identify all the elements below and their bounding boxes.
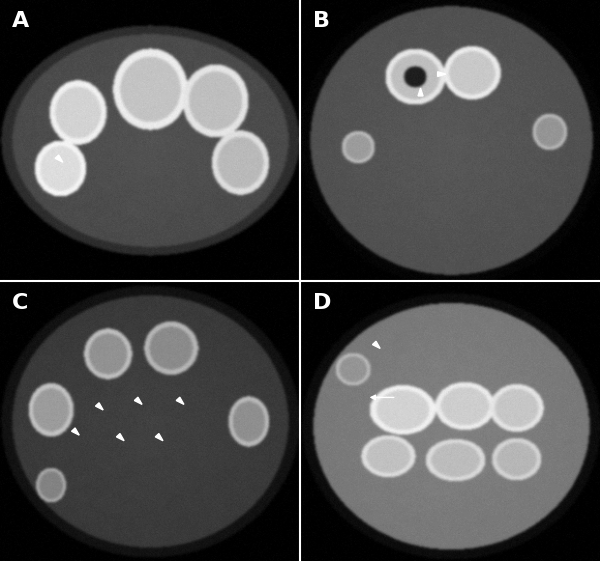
Polygon shape — [71, 428, 79, 435]
Polygon shape — [155, 434, 163, 441]
Text: B: B — [313, 11, 330, 31]
Text: A: A — [12, 11, 29, 31]
Text: D: D — [313, 292, 331, 312]
Polygon shape — [176, 397, 184, 404]
Polygon shape — [134, 397, 142, 404]
Polygon shape — [55, 155, 63, 162]
Polygon shape — [116, 434, 124, 441]
Text: C: C — [12, 292, 28, 312]
Polygon shape — [418, 88, 423, 96]
Polygon shape — [373, 341, 380, 348]
Polygon shape — [95, 403, 103, 410]
Polygon shape — [437, 72, 446, 76]
